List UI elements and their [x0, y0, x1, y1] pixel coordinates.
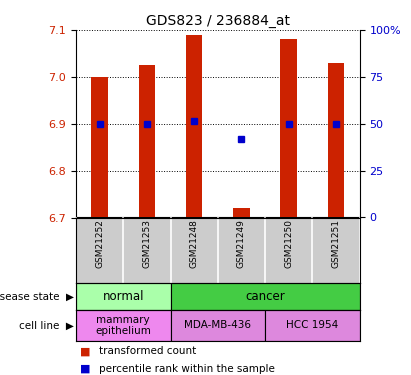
Text: GSM21251: GSM21251	[332, 219, 340, 268]
Text: cell line  ▶: cell line ▶	[19, 321, 74, 330]
Bar	[328, 63, 344, 217]
Title: GDS823 / 236884_at: GDS823 / 236884_at	[146, 13, 290, 28]
Bar	[171, 283, 360, 310]
Text: ■: ■	[80, 364, 91, 374]
Text: disease state  ▶: disease state ▶	[0, 292, 74, 302]
Bar	[76, 310, 171, 341]
Text: mammary
epithelium: mammary epithelium	[95, 315, 151, 336]
Text: GSM21249: GSM21249	[237, 219, 246, 268]
Text: percentile rank within the sample: percentile rank within the sample	[99, 364, 275, 374]
Text: HCC 1954: HCC 1954	[286, 321, 339, 330]
Bar	[186, 34, 203, 218]
Text: GSM21252: GSM21252	[95, 219, 104, 268]
Text: cancer: cancer	[245, 290, 285, 303]
Text: GSM21248: GSM21248	[190, 219, 199, 268]
Text: normal: normal	[103, 290, 144, 303]
Text: GSM21253: GSM21253	[143, 219, 151, 268]
Bar	[76, 283, 171, 310]
Bar	[171, 310, 265, 341]
Bar	[280, 39, 297, 218]
Text: GSM21250: GSM21250	[284, 219, 293, 268]
Bar	[139, 65, 155, 218]
Bar	[91, 77, 108, 218]
Text: ■: ■	[80, 346, 91, 356]
Bar	[265, 310, 360, 341]
Text: MDA-MB-436: MDA-MB-436	[184, 321, 252, 330]
Text: transformed count: transformed count	[99, 346, 196, 356]
Bar	[233, 208, 250, 218]
